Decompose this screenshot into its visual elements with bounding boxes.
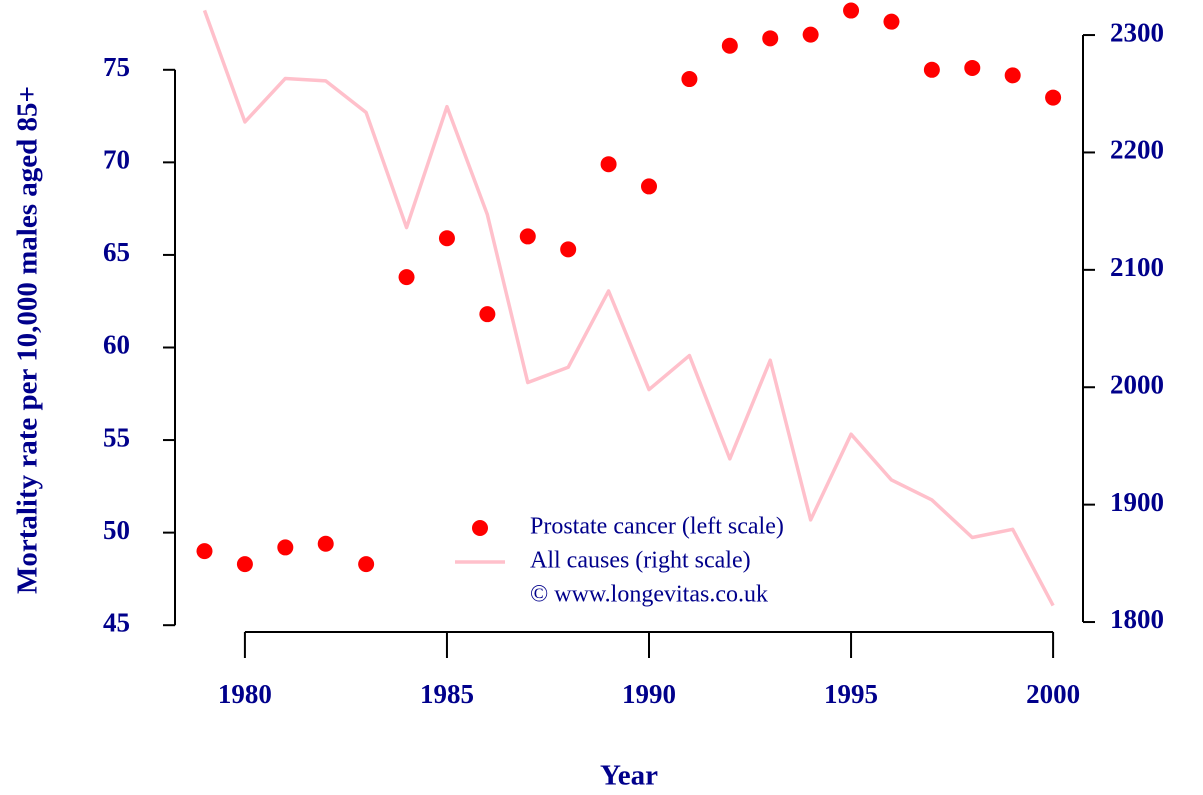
data-line	[202, 9, 1055, 607]
data-point	[964, 59, 981, 76]
y-axis-label: Mortality rate per 10,000 males aged 85+	[12, 86, 44, 594]
data-point	[721, 37, 738, 54]
data-point	[236, 556, 253, 573]
x-tick-label: 1995	[824, 679, 878, 709]
data-point	[843, 2, 860, 19]
data-point	[560, 241, 577, 258]
y2-tick-label: 2200	[1110, 135, 1164, 165]
data-point	[358, 556, 375, 573]
y-tick-label: 50	[103, 515, 130, 545]
data-point	[802, 26, 819, 43]
y2-tick-label: 2100	[1110, 252, 1164, 282]
data-point	[641, 178, 658, 195]
x-axis-label: Year	[600, 760, 658, 792]
y-tick-label: 55	[103, 422, 130, 452]
data-point	[479, 306, 496, 323]
data-point	[277, 539, 294, 556]
x-tick-label: 2000	[1026, 679, 1080, 709]
y2-tick-label: 2300	[1110, 17, 1164, 47]
legend-note: © www.longevitas.co.uk	[530, 582, 768, 608]
y-tick-label: 45	[103, 607, 130, 637]
data-point	[762, 30, 779, 47]
x-tick-label: 1990	[622, 679, 676, 709]
data-point	[1004, 67, 1021, 84]
y2-tick-label: 1900	[1110, 487, 1164, 517]
y2-tick-label: 1800	[1110, 604, 1164, 634]
legend-label: All causes (right scale)	[530, 548, 751, 574]
legend-marker	[472, 520, 488, 536]
data-point	[883, 13, 900, 30]
data-point	[1045, 89, 1062, 106]
legend-label: Prostate cancer (left scale)	[530, 514, 784, 540]
data-point	[519, 228, 536, 245]
y-tick-label: 60	[103, 330, 130, 360]
data-point	[681, 71, 698, 88]
y-tick-label: 70	[103, 145, 130, 175]
data-point	[923, 61, 940, 78]
x-tick-label: 1980	[218, 679, 272, 709]
data-point	[398, 269, 415, 286]
y-tick-label: 65	[103, 237, 130, 267]
data-point	[438, 230, 455, 247]
x-tick-label: 1985	[420, 679, 474, 709]
data-point	[600, 156, 617, 173]
data-point	[196, 543, 213, 560]
data-point	[317, 535, 334, 552]
y2-tick-label: 2000	[1110, 369, 1164, 399]
y-tick-label: 75	[103, 52, 130, 82]
